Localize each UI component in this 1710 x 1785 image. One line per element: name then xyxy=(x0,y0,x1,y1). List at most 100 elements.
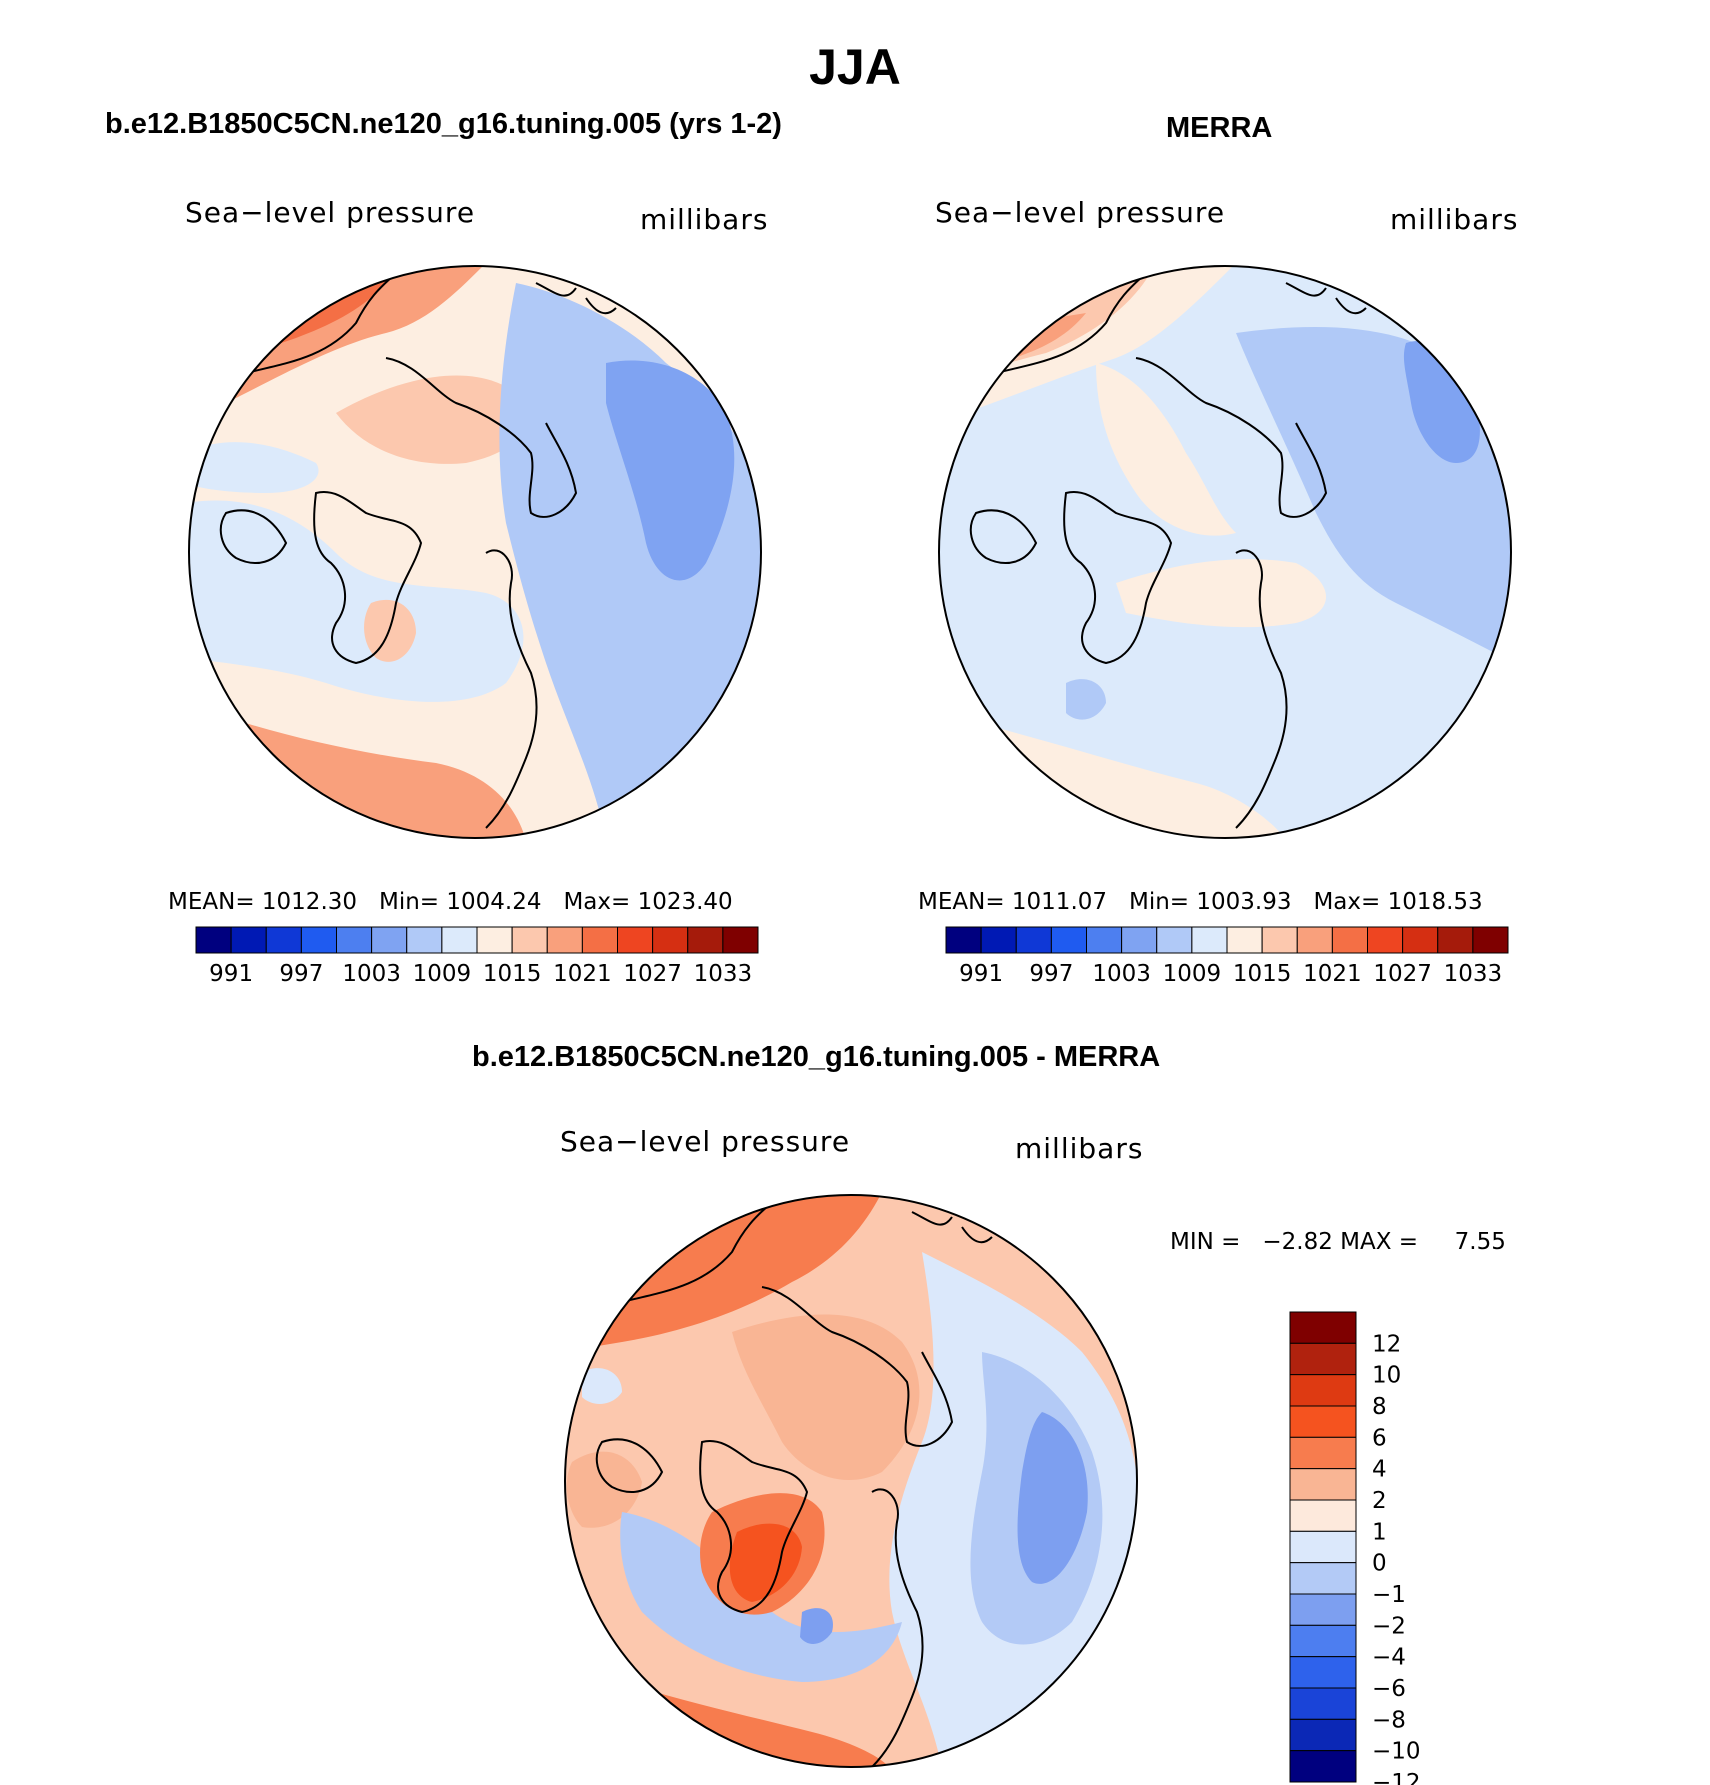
colorbar-swatch xyxy=(722,926,759,954)
map-border xyxy=(938,265,1512,839)
colorbar-tick-label: 1027 xyxy=(623,961,682,987)
units-label-merra: millibars xyxy=(1390,203,1519,236)
colorbar-tick-label: −6 xyxy=(1372,1676,1406,1702)
colorbar-tick-label: 1033 xyxy=(694,961,753,987)
colorbar-swatch xyxy=(1156,926,1193,954)
variable-label-diff: Sea−level pressure xyxy=(560,1125,851,1158)
colorbar-tick-label: 1015 xyxy=(483,961,542,987)
colorbar-tick-label: 1003 xyxy=(342,961,401,987)
min-value: 1004.24 xyxy=(446,889,542,915)
stats-merra: MEAN= 1011.07 Min= 1003.93 Max= 1018.53 xyxy=(918,889,1483,915)
colorbar-swatch xyxy=(581,926,618,954)
colorbar-tick-label: 0 xyxy=(1372,1551,1387,1577)
colorbar-swatch xyxy=(1086,926,1123,954)
variable-label-model: Sea−level pressure xyxy=(185,196,476,229)
colorbar-swatch xyxy=(617,926,654,954)
colorbar-tick-label: 1033 xyxy=(1444,961,1503,987)
colorbar-swatch xyxy=(1289,1468,1357,1501)
colorbar-model: 991 997 1003 1009 1015 1021 1027 1033 xyxy=(195,926,759,987)
colorbar-swatch xyxy=(1331,926,1368,954)
atlantic-low xyxy=(189,500,524,702)
colorbar-swatch xyxy=(265,926,302,954)
map-border xyxy=(188,265,762,839)
colorbar-swatch xyxy=(1367,926,1404,954)
colorbar-tick-label: 1015 xyxy=(1233,961,1292,987)
colorbar-swatch xyxy=(980,926,1017,954)
colorbar-merra: 991 997 1003 1009 1015 1021 1027 1033 xyxy=(945,926,1509,987)
colorbar-swatch xyxy=(1289,1436,1357,1470)
mean-value: 1012.30 xyxy=(261,889,358,915)
colorbar-swatch xyxy=(1402,926,1439,954)
panel-title-merra: MERRA xyxy=(1166,112,1273,144)
colorbar-tick-label: 1021 xyxy=(553,961,612,987)
colorbar-tick-label: 1009 xyxy=(413,961,472,987)
colorbar-tick-label: 8 xyxy=(1372,1394,1387,1420)
colorbar-tick-label: 12 xyxy=(1372,1331,1401,1357)
map-border xyxy=(564,1194,1138,1768)
colorbar-tick-label: −8 xyxy=(1372,1707,1406,1733)
colorbar-tick-label: −12 xyxy=(1372,1770,1421,1785)
colorbar-tick-label: 991 xyxy=(959,961,1003,987)
panel-title-diff: b.e12.B1850C5CN.ne120_g16.tuning.005 - M… xyxy=(472,1041,1161,1073)
colorbar-tick-label: 1 xyxy=(1372,1519,1387,1545)
colorbar-tick-label: −4 xyxy=(1372,1645,1406,1671)
colorbar-swatch xyxy=(1226,926,1263,954)
stats-model: MEAN= 1012.30 Min= 1004.24 Max= 1023.40 xyxy=(168,889,733,915)
colorbar-tick-label: −1 xyxy=(1372,1582,1406,1608)
atlantic-negative xyxy=(620,1512,902,1682)
colorbar-tick-label: 997 xyxy=(1029,961,1073,987)
variable-label-merra: Sea−level pressure xyxy=(935,196,1226,229)
stats-diff: MIN = −2.82 MAX = 7.55 xyxy=(1170,1229,1506,1255)
colorbar-swatch xyxy=(1472,926,1509,954)
colorbar-swatch xyxy=(476,926,513,954)
colorbar-swatch xyxy=(1289,1624,1357,1658)
polar-map-diff xyxy=(564,1194,1138,1768)
colorbar-swatch xyxy=(1121,926,1158,954)
colorbar-tick-label: 1009 xyxy=(1163,961,1222,987)
min-value: 1003.93 xyxy=(1196,889,1292,915)
colorbar-tick-label: 991 xyxy=(209,961,253,987)
units-label-model: millibars xyxy=(640,203,769,236)
eurasia-negative-core xyxy=(1017,1412,1088,1584)
colorbar-swatch xyxy=(441,926,478,954)
max-value: 1018.53 xyxy=(1387,889,1483,915)
figure-title: JJA xyxy=(809,39,901,95)
polar-map-model xyxy=(188,265,762,839)
colorbar-swatch xyxy=(336,926,373,954)
colorbar-swatch xyxy=(300,926,337,954)
colorbar-swatch xyxy=(1289,1656,1357,1689)
colorbar-swatch xyxy=(1015,926,1052,954)
colorbar-swatch xyxy=(1289,1593,1357,1626)
colorbar-swatch xyxy=(1296,926,1333,954)
mean-value: 1011.07 xyxy=(1011,889,1108,915)
max-value: 7.55 xyxy=(1454,1229,1506,1255)
eurasia-low-core xyxy=(606,360,735,581)
units-label-diff: millibars xyxy=(1015,1132,1144,1165)
colorbar-swatch xyxy=(1289,1530,1357,1564)
colorbar-swatch xyxy=(1261,926,1298,954)
colorbar-swatch xyxy=(1289,1562,1357,1595)
greenland-low xyxy=(1066,679,1106,720)
coastlines xyxy=(595,1201,993,1767)
colorbar-tick-label: −10 xyxy=(1372,1739,1421,1765)
colorbar-swatch xyxy=(511,926,548,954)
canada-positive xyxy=(566,1451,642,1528)
arctic-positive xyxy=(732,1314,920,1481)
max-label: Max= xyxy=(1313,889,1381,915)
colorbar-swatch xyxy=(1289,1374,1357,1407)
colorbar-swatch xyxy=(1437,926,1474,954)
colorbar-swatch xyxy=(1289,1311,1357,1344)
colorbar-tick-label: 1021 xyxy=(1303,961,1362,987)
colorbar-tick-label: 1003 xyxy=(1092,961,1151,987)
colorbar-tick-label: 997 xyxy=(279,961,323,987)
colorbar-tick-label: 1027 xyxy=(1373,961,1432,987)
colorbar-swatch xyxy=(1289,1718,1357,1752)
colorbar-swatch xyxy=(230,926,267,954)
greenland-high xyxy=(364,599,416,662)
pacific-west-low xyxy=(189,442,319,493)
colorbar-swatch xyxy=(1289,1405,1357,1438)
siberia-high xyxy=(336,375,528,464)
colorbar-tick-label: 6 xyxy=(1372,1425,1387,1451)
min-label: Min= xyxy=(378,889,440,915)
